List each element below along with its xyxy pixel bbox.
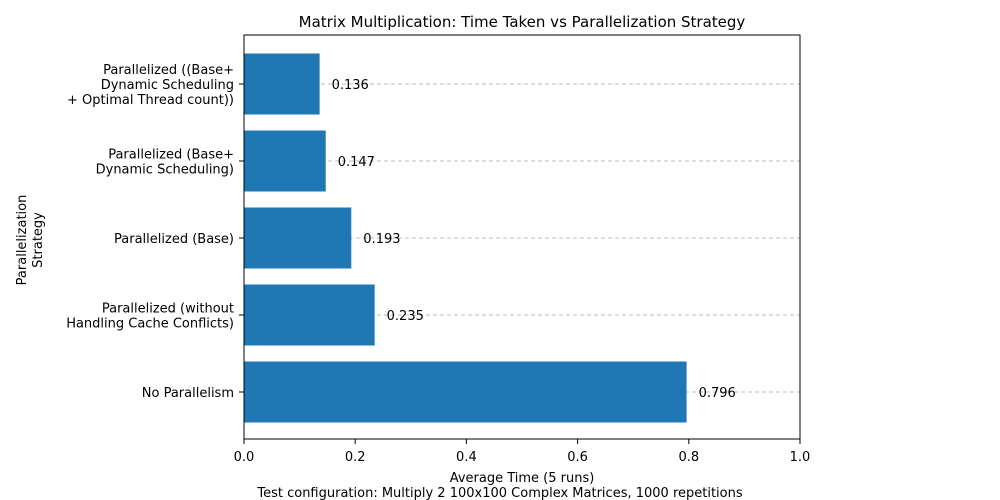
chart-title: Matrix Multiplication: Time Taken vs Par… (299, 13, 746, 31)
x-tick-label: 0.0 (234, 450, 255, 465)
bar-value-label: 0.193 (363, 232, 400, 247)
bar-value-label: 0.147 (338, 155, 375, 170)
y-axis-ticks: No Parallelism Parallelized (without Handl… (66, 63, 244, 401)
bar (244, 53, 320, 115)
bar-value-label: 0.796 (699, 386, 736, 401)
bar-value-label: 0.136 (332, 78, 369, 93)
y-tick-label: No Parallelism (142, 386, 234, 401)
x-tick-label: 0.2 (345, 450, 366, 465)
test-configuration-note: Test configuration: Multiply 2 100x100 C… (256, 486, 743, 500)
y-axis-label: ParallelizationStrategy (15, 195, 46, 286)
x-tick-label: 0.8 (678, 450, 699, 465)
x-axis-ticks: 0.0 0.2 0.4 0.6 0.8 1.0 (234, 439, 811, 465)
y-tick-label: Parallelized (Base+ Dynamic Scheduling) (96, 148, 234, 178)
bar-value-label: 0.235 (387, 309, 424, 324)
bar (244, 207, 352, 269)
bar (244, 284, 375, 346)
bars (244, 53, 687, 423)
bar (244, 361, 687, 423)
y-tick-label: Parallelized ((Base+ Dynamic Scheduling + … (67, 63, 234, 108)
x-tick-label: 1.0 (790, 450, 811, 465)
value-labels: 0.796 0.235 0.193 0.147 0.136 (332, 78, 736, 401)
x-tick-label: 0.6 (567, 450, 588, 465)
y-tick-label: Parallelized (without Handling Cache Conf… (66, 302, 234, 332)
y-tick-label: Parallelized (Base) (114, 232, 234, 247)
x-axis-label: Average Time (5 runs) (450, 471, 595, 486)
bar (244, 130, 326, 192)
plot-frame (243, 34, 801, 440)
x-tick-label: 0.4 (456, 450, 477, 465)
